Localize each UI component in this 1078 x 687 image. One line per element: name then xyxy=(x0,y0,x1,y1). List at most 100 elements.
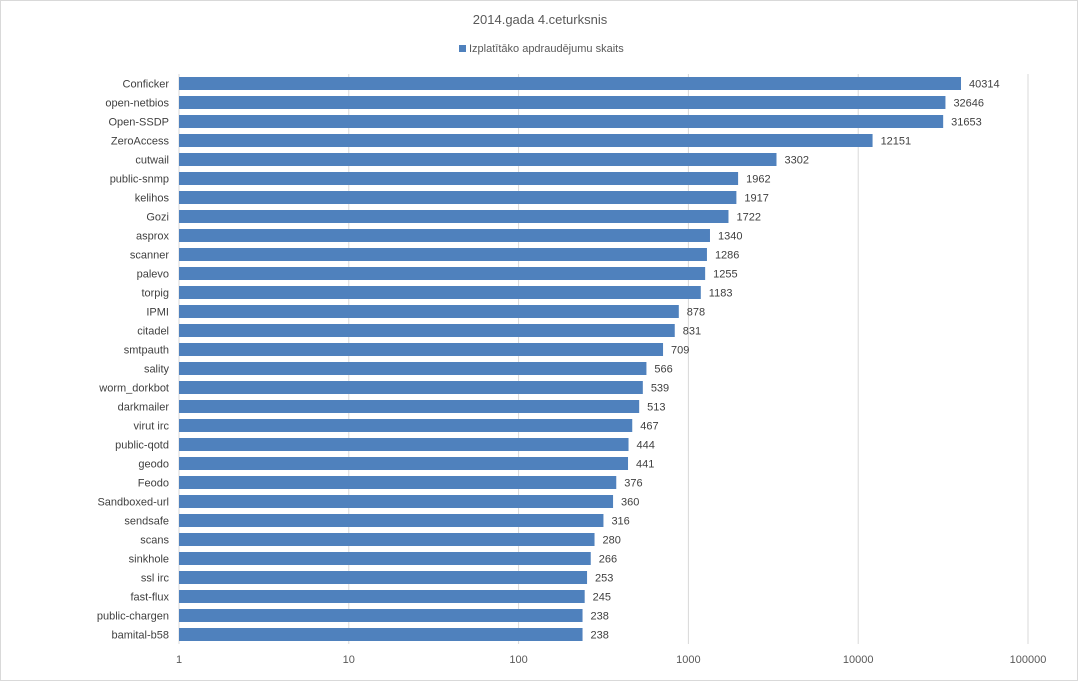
bars xyxy=(179,77,962,641)
category-label: public-qotd xyxy=(115,440,169,452)
bar xyxy=(179,96,946,109)
value-label: 12151 xyxy=(881,136,912,148)
category-label: cutwail xyxy=(135,155,169,167)
bar xyxy=(179,571,588,584)
x-tick-label: 10000 xyxy=(843,654,874,666)
bar xyxy=(179,343,664,356)
value-label: 1722 xyxy=(736,212,760,224)
value-label: 1962 xyxy=(746,174,770,186)
category-label: Feodo xyxy=(138,478,169,490)
value-label: 3302 xyxy=(784,155,808,167)
x-tick-label: 1000 xyxy=(676,654,700,666)
bar xyxy=(179,77,962,90)
value-label: 31653 xyxy=(951,117,982,129)
x-tick-label: 10 xyxy=(343,654,355,666)
chart-title: 2014.gada 4.ceturksnis xyxy=(473,12,608,27)
value-label: 32646 xyxy=(953,98,984,110)
value-label: 1255 xyxy=(713,269,737,281)
value-label: 709 xyxy=(671,345,689,357)
x-tick-label: 100 xyxy=(509,654,527,666)
bar xyxy=(179,381,643,394)
bar xyxy=(179,191,737,204)
gridlines xyxy=(178,74,1029,644)
value-label: 245 xyxy=(593,592,611,604)
category-label: ssl irc xyxy=(141,573,170,585)
value-label: 266 xyxy=(599,554,617,566)
category-label: smtpauth xyxy=(124,345,169,357)
legend-label: Izplatītāko apdraudējumu skaits xyxy=(469,43,624,55)
bar xyxy=(179,134,873,147)
category-label: torpig xyxy=(141,288,169,300)
value-label: 444 xyxy=(637,440,655,452)
value-label: 253 xyxy=(595,573,613,585)
bar xyxy=(179,590,585,603)
value-label: 831 xyxy=(683,326,701,338)
value-label: 376 xyxy=(624,478,642,490)
bar xyxy=(179,267,706,280)
category-label: scans xyxy=(140,535,169,547)
value-label: 360 xyxy=(621,497,639,509)
category-label: Sandboxed-url xyxy=(97,497,169,509)
bar xyxy=(179,362,647,375)
category-label: public-snmp xyxy=(110,174,169,186)
x-tick-label: 100000 xyxy=(1010,654,1047,666)
value-label: 1286 xyxy=(715,250,739,262)
bar xyxy=(179,305,679,318)
value-label: 1917 xyxy=(744,193,768,205)
bar xyxy=(179,514,604,527)
bar xyxy=(179,495,614,508)
value-label: 280 xyxy=(603,535,621,547)
bar xyxy=(179,172,739,185)
category-label: public-chargen xyxy=(97,611,169,623)
bar xyxy=(179,628,583,641)
category-label: scanner xyxy=(130,250,169,262)
value-label: 238 xyxy=(591,630,609,642)
bar xyxy=(179,552,591,565)
category-label: citadel xyxy=(137,326,169,338)
bar xyxy=(179,457,629,470)
value-label: 1340 xyxy=(718,231,742,243)
bar xyxy=(179,609,583,622)
category-label: IPMI xyxy=(146,307,169,319)
bar xyxy=(179,419,633,432)
category-label: geodo xyxy=(138,459,169,471)
category-labels: Conficker open-netbios Open-SSDP ZeroAccess… xyxy=(97,79,170,642)
category-label: fast-flux xyxy=(130,592,169,604)
category-label: Gozi xyxy=(146,212,169,224)
bar xyxy=(179,476,617,489)
bar xyxy=(179,400,640,413)
category-label: bamital-b58 xyxy=(112,630,169,642)
value-label: 40314 xyxy=(969,79,1000,91)
category-label: sality xyxy=(144,364,170,376)
category-label: sendsafe xyxy=(124,516,169,528)
value-label: 316 xyxy=(611,516,629,528)
bar xyxy=(179,286,701,299)
category-label: virut irc xyxy=(134,421,170,433)
bar xyxy=(179,248,707,261)
category-label: ZeroAccess xyxy=(111,136,170,148)
category-label: darkmailer xyxy=(118,402,170,414)
category-label: kelihos xyxy=(135,193,170,205)
value-label: 238 xyxy=(591,611,609,623)
value-labels: 40314 32646 31653 12151 3302 1962 1917 1722 1340… xyxy=(591,79,1000,642)
bar xyxy=(179,115,944,128)
legend-swatch xyxy=(459,45,466,52)
bar xyxy=(179,533,595,546)
value-label: 539 xyxy=(651,383,669,395)
value-label: 878 xyxy=(687,307,705,319)
value-label: 1183 xyxy=(709,288,733,300)
bar xyxy=(179,324,675,337)
category-label: sinkhole xyxy=(129,554,169,566)
category-label: palevo xyxy=(137,269,169,281)
category-label: open-netbios xyxy=(105,98,169,110)
bar xyxy=(179,210,729,223)
value-label: 467 xyxy=(640,421,658,433)
category-label: worm_dorkbot xyxy=(98,383,169,395)
value-label: 566 xyxy=(654,364,672,376)
bar xyxy=(179,229,710,242)
value-label: 441 xyxy=(636,459,654,471)
category-label: Open-SSDP xyxy=(108,117,169,129)
value-label: 513 xyxy=(647,402,665,414)
